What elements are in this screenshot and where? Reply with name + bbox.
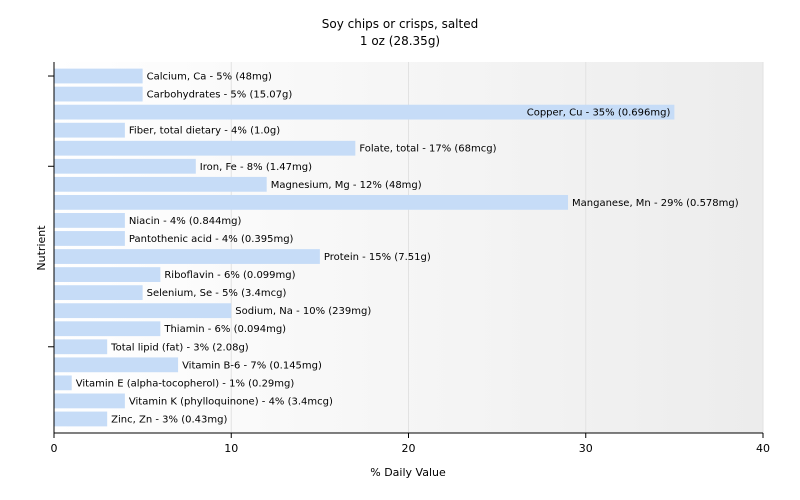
chart-title: Soy chips or crisps, salted	[322, 17, 478, 31]
bars	[54, 68, 675, 427]
bar	[54, 231, 125, 246]
bar	[54, 213, 125, 228]
bar-label: Vitamin B-6 - 7% (0.145mg)	[182, 360, 322, 371]
bar	[54, 194, 569, 210]
bar-label: Thiamin - 6% (0.094mg)	[163, 324, 286, 335]
bar-label: Protein - 15% (7.51g)	[324, 252, 431, 263]
bar	[54, 375, 72, 391]
bar	[54, 357, 179, 373]
bar	[54, 411, 108, 427]
x-axis-label: % Daily Value	[370, 466, 446, 479]
bar-label: Folate, total - 17% (68mcg)	[359, 144, 496, 155]
bar	[54, 321, 161, 337]
x-tick-label: 30	[579, 442, 593, 455]
bar-label: Total lipid (fat) - 3% (2.08g)	[110, 342, 249, 353]
bar	[54, 176, 267, 192]
x-tick-label: 10	[224, 442, 238, 455]
bar	[54, 393, 125, 409]
bar	[54, 285, 143, 301]
bar-label: Calcium, Ca - 5% (48mg)	[147, 72, 272, 83]
bar	[54, 104, 675, 120]
chart-subtitle: 1 oz (28.35g)	[360, 34, 440, 48]
bar	[54, 158, 196, 174]
bar-label: Sodium, Na - 10% (239mg)	[235, 306, 371, 317]
bar-label: Copper, Cu - 35% (0.696mg)	[527, 108, 671, 119]
bar-label: Selenium, Se - 5% (3.4mcg)	[147, 288, 287, 299]
bar-label: Niacin - 4% (0.844mg)	[129, 216, 242, 227]
axes: 0 10 20 30 40	[48, 62, 770, 455]
bar-label: Zinc, Zn - 3% (0.43mg)	[111, 414, 227, 425]
grid-lines	[230, 62, 764, 433]
bar-label: Fiber, total dietary - 4% (1.0g)	[129, 126, 280, 137]
bar	[54, 68, 143, 84]
bar-label: Carbohydrates - 5% (15.07g)	[147, 90, 293, 101]
bar	[54, 267, 161, 282]
bar-label: Riboflavin - 6% (0.099mg)	[164, 270, 295, 281]
bar	[54, 86, 143, 102]
x-tick-label: 20	[402, 442, 416, 455]
bar-label: Vitamin K (phylloquinone) - 4% (3.4mcg)	[129, 396, 333, 407]
bar	[54, 122, 125, 138]
bar	[54, 249, 320, 264]
bar-label: Pantothenic acid - 4% (0.395mg)	[129, 234, 294, 245]
bar-labels: Calcium, Ca - 5% (48mg) Carbohydrates - 5…	[76, 72, 739, 426]
bar	[54, 303, 232, 319]
bar	[54, 339, 108, 355]
bar-label: Vitamin E (alpha-tocopherol) - 1% (0.29m…	[76, 378, 295, 389]
bar-label: Magnesium, Mg - 12% (48mg)	[271, 180, 422, 191]
bar-label: Iron, Fe - 8% (1.47mg)	[200, 162, 312, 173]
x-tick-label: 40	[756, 442, 770, 455]
bar-label: Manganese, Mn - 29% (0.578mg)	[572, 198, 739, 209]
x-tick-label: 0	[51, 442, 58, 455]
bar	[54, 140, 356, 156]
y-axis-label: Nutrient	[35, 225, 48, 271]
